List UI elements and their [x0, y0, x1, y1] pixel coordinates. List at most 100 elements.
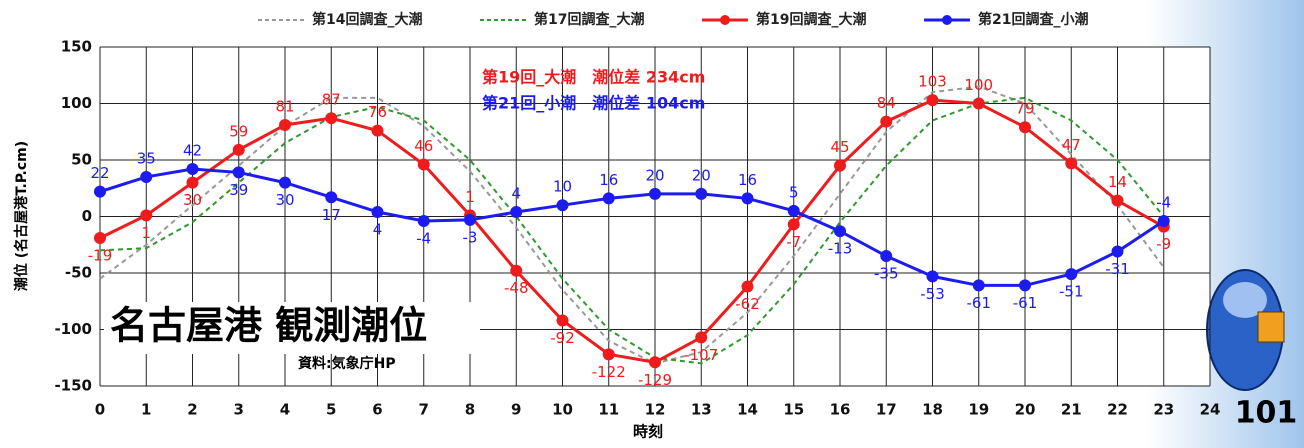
data-label: 30: [183, 191, 202, 209]
series-line: [99, 96, 1165, 365]
data-point: [972, 97, 985, 110]
data-point: [649, 187, 661, 200]
data-point: [510, 264, 523, 277]
data-point: [926, 94, 939, 107]
data-label: -13: [828, 240, 853, 258]
data-label: -31: [1105, 260, 1130, 278]
x-tick-label: 2: [187, 401, 197, 419]
data-label: -4: [416, 230, 431, 248]
page-number: 101: [1235, 396, 1298, 431]
data-point: [279, 118, 291, 131]
y-tick-label: -150: [54, 377, 92, 395]
x-tick-label: 10: [552, 401, 573, 419]
data-label: 47: [1062, 136, 1081, 154]
legend-label: 第21回調査_小潮: [978, 11, 1088, 28]
data-point: [325, 112, 338, 125]
data-point: [880, 250, 893, 263]
data-point: [510, 205, 523, 218]
data-point: [602, 192, 615, 205]
data-point: [649, 356, 661, 369]
data-point: [741, 280, 754, 293]
data-point: [880, 115, 893, 128]
data-label: -61: [1013, 294, 1038, 312]
data-point: [186, 176, 199, 189]
x-tick-label: 22: [1107, 401, 1128, 419]
data-label: 79: [1015, 100, 1034, 118]
data-label: -53: [920, 285, 945, 303]
data-label: 30: [275, 191, 294, 209]
y-tick-label: 100: [61, 94, 92, 112]
data-point: [556, 314, 569, 327]
data-label: 35: [137, 149, 156, 167]
data-point: [1111, 194, 1124, 207]
x-axis-label: 時刻: [633, 423, 663, 441]
annotation: 名古屋港 観測潮位: [110, 304, 427, 348]
data-point: [556, 199, 569, 212]
data-point: [1111, 245, 1124, 258]
data-label: -62: [735, 295, 760, 313]
data-label: 17: [322, 206, 341, 224]
data-point: [417, 158, 430, 171]
x-tick-label: 9: [511, 401, 521, 419]
legend-label: 第19回調査_大潮: [756, 11, 866, 28]
y-tick-label: -50: [65, 264, 92, 282]
data-point: [186, 163, 199, 176]
data-label: 39: [229, 181, 248, 199]
x-tick-label: 24: [1200, 401, 1221, 419]
y-tick-label: 50: [71, 151, 92, 169]
data-point: [417, 215, 430, 228]
data-point: [232, 166, 245, 179]
data-label: -35: [874, 265, 899, 283]
data-label: -19: [88, 246, 113, 264]
data-point: [232, 143, 245, 156]
data-point: [371, 205, 384, 218]
x-tick-label: 0: [95, 401, 105, 419]
data-label: -4: [1156, 194, 1171, 212]
data-label: 10: [553, 178, 572, 196]
data-point: [834, 225, 846, 238]
data-label: 5: [789, 183, 799, 201]
data-label: 4: [511, 184, 521, 202]
data-point: [834, 159, 846, 172]
data-label: 1: [465, 188, 475, 206]
series-line: [99, 98, 1165, 364]
data-label: 1: [141, 224, 151, 242]
data-point: [94, 231, 106, 244]
data-label: 76: [368, 103, 387, 121]
data-point: [464, 213, 476, 226]
x-tick-label: 11: [598, 401, 619, 419]
legend-label: 第17回調査_大潮: [534, 11, 644, 28]
mascot: [1206, 269, 1285, 391]
title-box: [104, 302, 480, 354]
x-tick-label: 19: [968, 401, 989, 419]
x-tick-label: 15: [783, 401, 804, 419]
data-label: -7: [786, 233, 801, 251]
x-tick-label: 6: [372, 401, 382, 419]
data-point: [279, 176, 291, 189]
legend-marker: [942, 15, 952, 25]
data-point: [741, 192, 754, 205]
data-label: 16: [599, 171, 618, 189]
data-label: -129: [638, 371, 672, 389]
annotation: 第21回_小潮 潮位差 104cm: [482, 94, 705, 113]
data-label: 14: [1108, 173, 1127, 191]
data-label: -48: [504, 279, 529, 297]
data-label: 20: [692, 166, 711, 184]
data-label: 45: [830, 138, 849, 156]
data-label: -51: [1059, 283, 1084, 301]
data-point: [787, 204, 800, 217]
data-label: 22: [90, 164, 109, 182]
legend-marker: [720, 15, 730, 25]
x-tick-label: 17: [876, 401, 897, 419]
x-tick-label: 4: [280, 401, 290, 419]
data-point: [140, 170, 153, 183]
data-point: [1019, 279, 1031, 292]
x-tick-label: 8: [465, 401, 475, 419]
data-label: 4: [373, 220, 383, 238]
data-label: 81: [275, 97, 294, 115]
data-point: [371, 124, 384, 137]
data-point: [787, 218, 800, 231]
series-line: [99, 85, 1165, 365]
